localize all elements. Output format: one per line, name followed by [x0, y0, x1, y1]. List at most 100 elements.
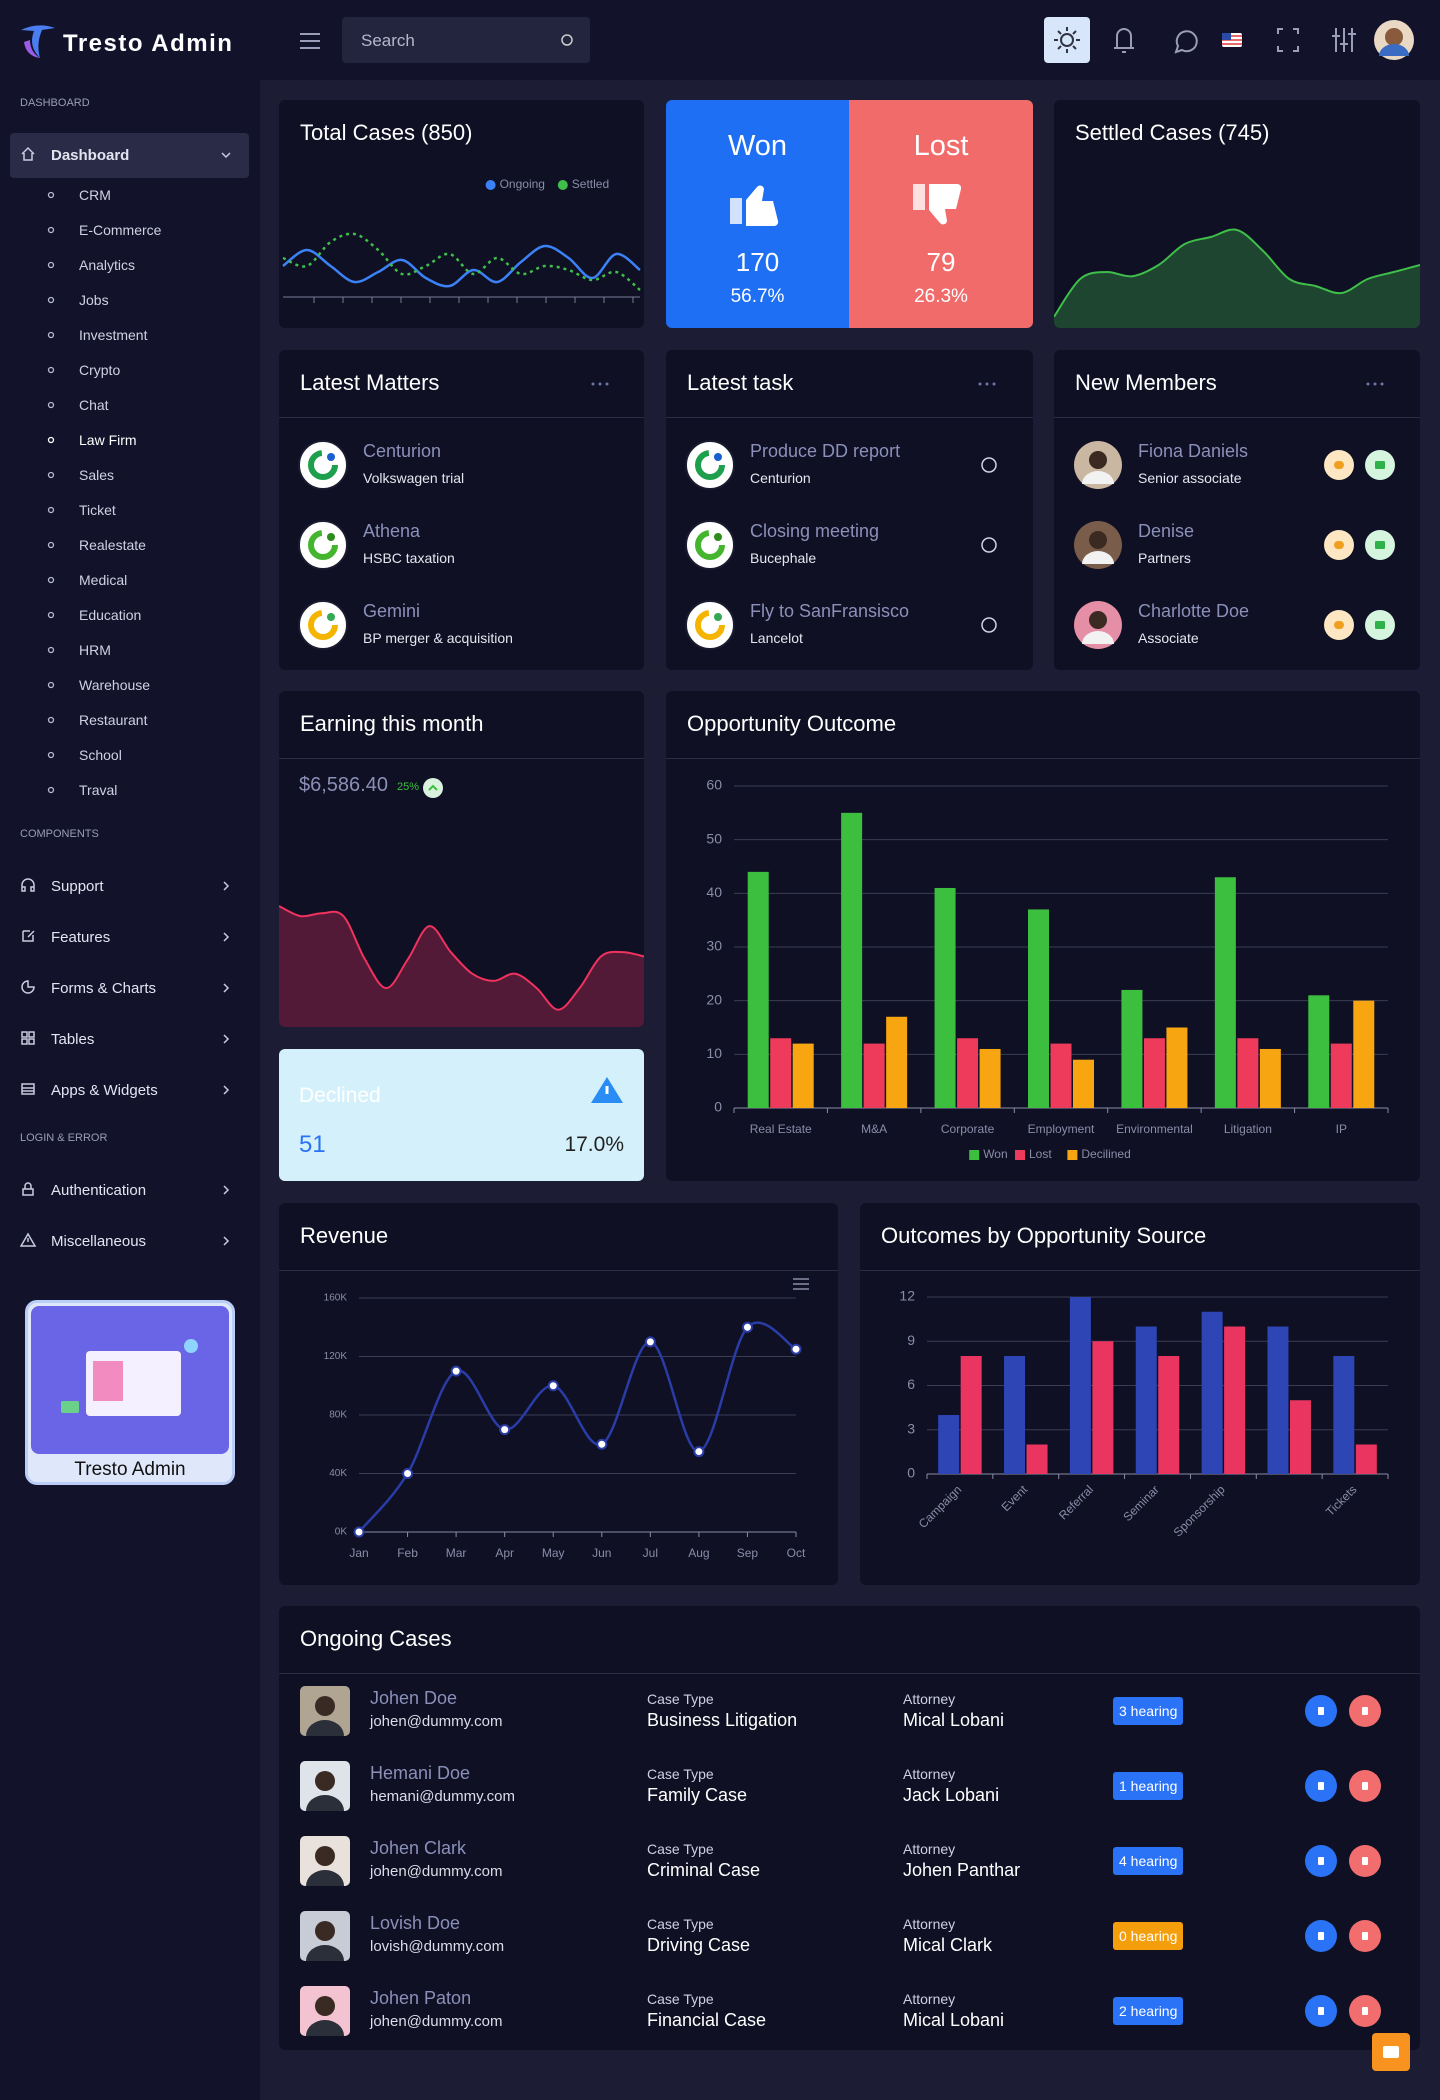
- submenu-item[interactable]: Crypto: [79, 362, 121, 378]
- avatar-body: [1082, 631, 1114, 644]
- submenu-item[interactable]: E-Commerce: [79, 222, 162, 238]
- submenu-item[interactable]: Sales: [79, 467, 115, 483]
- case-type: Criminal Case: [647, 1860, 761, 1880]
- opportunity-outcome-card: Opportunity Outcome 0 10 20 30 40 50 60 Real Est…: [666, 691, 1420, 1181]
- more-dot: [605, 382, 609, 386]
- x-tick-label: Feb: [397, 1546, 418, 1560]
- ongoing-cases-card: Ongoing Cases Johen Doe johen@dummy.com Cas…: [279, 1606, 1420, 2050]
- bar: [1050, 1043, 1072, 1108]
- new-members-card: New Members Fiona Daniels Senior associate…: [1054, 350, 1420, 670]
- submenu-item[interactable]: Law Firm: [79, 432, 137, 448]
- thumb-hand: [746, 185, 779, 227]
- bar: [1259, 1048, 1281, 1108]
- area: [1054, 229, 1420, 328]
- submenu-item[interactable]: Jobs: [79, 292, 109, 308]
- bullet-dot: [47, 401, 55, 409]
- bar: [1135, 1326, 1157, 1474]
- submenu-item[interactable]: Investment: [79, 327, 148, 343]
- button-glyph: [1375, 461, 1385, 469]
- menu-icon: [22, 930, 35, 942]
- search-box[interactable]: Search: [342, 17, 590, 63]
- floating-button[interactable]: [1372, 2033, 1410, 2071]
- menu-item[interactable]: Tables: [51, 1031, 95, 1048]
- menu-item[interactable]: Authentication: [51, 1182, 147, 1199]
- logo-dot: [327, 533, 335, 541]
- bar: [747, 871, 769, 1108]
- bullet-dot: [47, 751, 55, 759]
- task-radio[interactable]: [981, 537, 997, 553]
- submenu-item[interactable]: Chat: [79, 397, 109, 413]
- bullet-dot: [47, 611, 55, 619]
- card-title: Revenue: [300, 1223, 389, 1248]
- bell-icon[interactable]: [1114, 28, 1134, 53]
- button-glyph: [1318, 2007, 1324, 2015]
- person-name: Johen Paton: [370, 1988, 472, 2008]
- attorney: Mical Lobani: [903, 1710, 1005, 1730]
- submenu-item[interactable]: Restaurant: [79, 712, 148, 728]
- chart: Ongoing Settled: [282, 177, 641, 303]
- brand: Tresto Admin: [63, 30, 234, 57]
- person-email: johen@dummy.com: [370, 1863, 503, 1880]
- bar: [841, 812, 863, 1108]
- task-radio[interactable]: [981, 457, 997, 473]
- task-radio[interactable]: [981, 617, 997, 633]
- person-photo: [300, 1986, 350, 2036]
- theme-toggle[interactable]: [1044, 17, 1090, 63]
- submenu-item[interactable]: CRM: [79, 187, 111, 203]
- lost-panel: Lost 79 26.3%: [849, 100, 1033, 328]
- submenu-item[interactable]: Warehouse: [79, 677, 151, 693]
- logo-ring: [695, 530, 725, 560]
- button-glyph: [1362, 1707, 1368, 1715]
- menu-item[interactable]: Dashboard: [51, 147, 130, 164]
- settings-icon[interactable]: [1332, 28, 1356, 52]
- fullscreen-icon[interactable]: [1277, 28, 1299, 52]
- declined-value: 51: [299, 1131, 326, 1158]
- bullet: [47, 576, 55, 584]
- bullet-dot: [47, 541, 55, 549]
- submenu-item[interactable]: Realestate: [79, 537, 146, 553]
- logo-dot: [714, 533, 722, 541]
- item-subtitle: BP merger & acquisition: [363, 630, 513, 646]
- menu-item[interactable]: Apps & Widgets: [51, 1082, 158, 1099]
- line: [358, 1321, 797, 1533]
- separator: [860, 1270, 1420, 1271]
- case-type: Business Litigation: [647, 1710, 798, 1730]
- menu-item[interactable]: Miscellaneous: [51, 1233, 147, 1250]
- submenu-item[interactable]: Ticket: [79, 502, 116, 518]
- submenu-item[interactable]: Education: [79, 607, 142, 623]
- declined-percent: 17.0%: [564, 1133, 624, 1156]
- x-tick-label: Jul: [643, 1546, 658, 1560]
- logo-bg: [685, 600, 735, 650]
- chevron: [223, 1034, 230, 1044]
- logo-bg: [298, 440, 348, 490]
- area: [279, 906, 644, 1027]
- submenu-item[interactable]: Analytics: [79, 257, 136, 273]
- bar: [957, 1038, 979, 1108]
- chat-icon[interactable]: [1174, 30, 1198, 54]
- menu-item[interactable]: Features: [51, 929, 111, 946]
- chart-menu[interactable]: [792, 1277, 810, 1291]
- y-tick-label: 12: [899, 1288, 915, 1304]
- photo-head: [315, 1846, 335, 1866]
- card-title: Latest task: [687, 370, 794, 395]
- logo-ring: [695, 450, 725, 480]
- x-tick-label: Mar: [446, 1546, 467, 1560]
- menu-glyph: [21, 1083, 35, 1095]
- submenu-item[interactable]: School: [79, 747, 122, 763]
- bar: [1026, 1444, 1048, 1474]
- sun-rays: [1054, 27, 1080, 53]
- menu-toggle[interactable]: [298, 31, 322, 51]
- promo-dot: [184, 1339, 198, 1353]
- submenu-item[interactable]: Traval: [79, 782, 118, 798]
- more-dot: [598, 382, 602, 386]
- chevron: [223, 932, 230, 942]
- submenu-item[interactable]: HRM: [79, 642, 111, 658]
- x-tick-label: Event: [999, 1482, 1031, 1514]
- menu-item[interactable]: Forms & Charts: [51, 980, 157, 997]
- menu-item[interactable]: Support: [51, 878, 104, 895]
- chevron-glyph: [223, 932, 230, 942]
- submenu-item[interactable]: Medical: [79, 572, 128, 588]
- logo-ring: [308, 450, 338, 480]
- y-tick-label: 9: [907, 1332, 915, 1348]
- bullet-dot: [47, 716, 55, 724]
